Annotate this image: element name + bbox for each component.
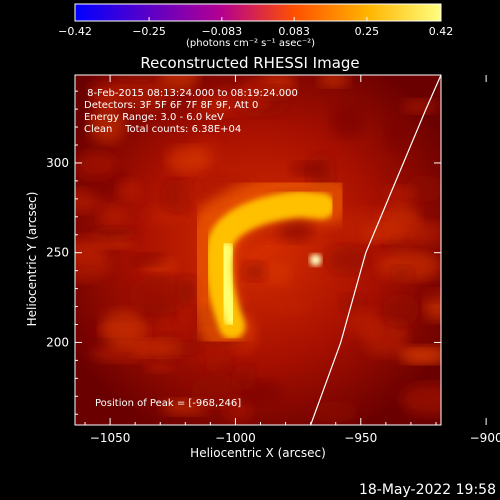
colorbar-tick-label: −0.083 (201, 25, 242, 38)
colorbar-gradient (74, 3, 442, 22)
flare-source (185, 171, 354, 352)
y-tick-label: 300 (46, 156, 69, 170)
background-mottle (390, 265, 415, 283)
background-mottle (252, 85, 293, 102)
x-tick-label: −900 (470, 431, 500, 445)
background-mottle (384, 186, 416, 205)
colorbar-units-label: (photons cm⁻² s⁻¹ asec⁻²) (186, 38, 316, 49)
colorbar: −0.42 −0.25 −0.083 0.083 0.25 0.42 (58, 3, 453, 38)
background-mottle (398, 345, 441, 364)
background-mottle (161, 399, 208, 416)
background-mottle (331, 104, 363, 138)
x-axis-ticks: −1050 −1000 −950 −900 (84, 75, 500, 445)
footer-timestamp: 18-May-2022 19:58 (358, 482, 496, 498)
background-mottle (91, 88, 120, 110)
background-mottle (265, 262, 292, 285)
background-mottle (362, 319, 409, 357)
peak-position-label: Position of Peak = [-968,246] (95, 398, 242, 409)
annotation-time-range: 8-Feb-2015 08:13:24.000 to 08:19:24.000 (84, 88, 298, 99)
background-mottle (129, 275, 189, 315)
colorbar-tick-label: −0.25 (132, 25, 166, 38)
y-tick-label: 200 (46, 335, 69, 349)
background-mottle (75, 151, 117, 179)
background-mottle (88, 105, 126, 144)
colorbar-tick-label: 0.083 (278, 25, 310, 38)
background-mottle (311, 400, 358, 423)
background-mottle (191, 373, 242, 411)
colorbar-tick-label: −0.42 (58, 25, 92, 38)
x-axis-label: Heliocentric X (arcsec) (190, 446, 326, 460)
colorbar-ticks: −0.42 −0.25 −0.083 0.083 0.25 0.42 (58, 17, 453, 38)
background-mottle (383, 293, 419, 327)
y-tick-label: 250 (46, 246, 69, 260)
solar-limb-line (310, 75, 441, 425)
annotation-block: 8-Feb-2015 08:13:24.000 to 08:19:24.000 … (84, 88, 298, 136)
colorbar-tick-label: 0.42 (429, 25, 454, 38)
background-mottle (192, 97, 236, 116)
background-mottle (158, 75, 199, 92)
plot-frame (74, 74, 442, 426)
heatmap-background (75, 75, 441, 425)
flare-core (216, 242, 240, 326)
background-mottle (276, 215, 314, 243)
background-mottle (101, 308, 147, 348)
background-mottling (75, 75, 441, 423)
background-mottle (166, 145, 210, 174)
y-axis-ticks: 200 250 300 (46, 90, 441, 415)
annotation-clean-counts: Clean Total counts: 6.38E+04 (84, 124, 242, 135)
background-mottle (131, 253, 166, 266)
background-mottle (98, 205, 129, 229)
x-tick-label: −1000 (215, 431, 256, 445)
background-mottle (241, 261, 268, 281)
background-mottle (337, 208, 389, 242)
background-mottle (132, 339, 183, 357)
background-mottle (417, 283, 441, 303)
background-mottle (75, 188, 101, 214)
background-mottle (111, 75, 159, 83)
chart-title: Reconstructed RHESSI Image (140, 54, 360, 72)
background-mottle (268, 299, 311, 314)
background-mottle (325, 245, 369, 275)
x-tick-label: −1050 (90, 431, 131, 445)
background-mottle (400, 382, 441, 416)
y-axis-label: Heliocentric Y (arcsec) (25, 191, 39, 327)
annotation-energy-range: Energy Range: 3.0 - 6.0 keV (84, 112, 224, 123)
background-mottle (116, 179, 142, 201)
annotation-detectors: Detectors: 3F 5F 6F 7F 8F 9F, Att 0 (84, 100, 259, 111)
x-tick-label: −950 (344, 431, 377, 445)
background-mottle (384, 115, 406, 152)
flare-peak (309, 253, 322, 266)
background-mottle (384, 220, 441, 245)
background-mottle (402, 99, 438, 114)
background-mottle (318, 75, 350, 88)
background-mottle (339, 294, 366, 313)
colorbar-tick-label: 0.25 (355, 25, 380, 38)
background-mottle (75, 235, 106, 263)
background-mottle (86, 226, 140, 241)
